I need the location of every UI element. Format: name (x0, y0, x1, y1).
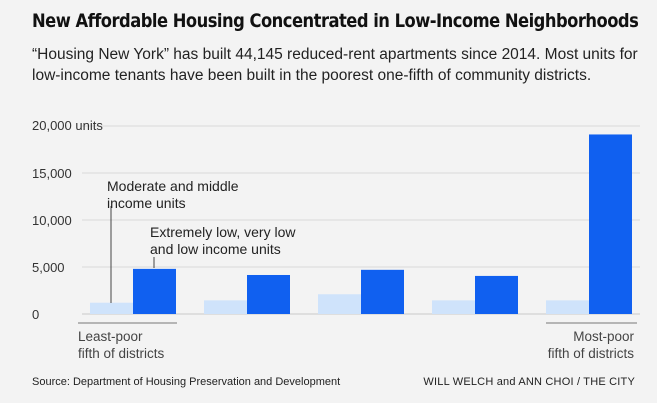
annotation-moderate-line1: Moderate and middle (107, 178, 239, 194)
bar-low-income (361, 269, 404, 314)
y-tick-label: 20,000 units (32, 118, 103, 133)
x-label-least-poor-line1: Least-poor (78, 329, 143, 344)
annotation-low-line1: Extremely low, very low (150, 224, 296, 240)
annotation-moderate-line2: income units (107, 195, 186, 211)
chart-title: New Affordable Housing Concentrated in L… (32, 10, 639, 32)
bar-low-income (247, 274, 290, 314)
chart-subtitle: “Housing New York” has built 44,145 redu… (32, 46, 638, 84)
x-label-most-poor-line2: fifth of districts (548, 346, 635, 361)
bar-low-income (133, 268, 176, 314)
bar-low-income (589, 134, 632, 314)
bar-moderate (318, 294, 361, 314)
bar-moderate (90, 302, 133, 314)
y-tick-label: 5,000 (32, 260, 65, 275)
source-note: Source: Department of Housing Preservati… (32, 376, 341, 388)
x-label-least-poor-line2: fifth of districts (78, 346, 165, 361)
y-tick-label: 10,000 (32, 213, 72, 228)
bar-moderate (204, 300, 247, 314)
bar-moderate (432, 300, 475, 314)
bar-moderate (546, 300, 589, 314)
byline-credit: WILL WELCH and ANN CHOI / THE CITY (423, 376, 635, 388)
y-tick-label: 0 (32, 307, 39, 322)
bar-low-income (475, 275, 518, 314)
annotation-low-line2: and low income units (150, 241, 281, 257)
y-tick-label: 15,000 (32, 166, 72, 181)
x-label-most-poor-line1: Most-poor (573, 329, 634, 344)
